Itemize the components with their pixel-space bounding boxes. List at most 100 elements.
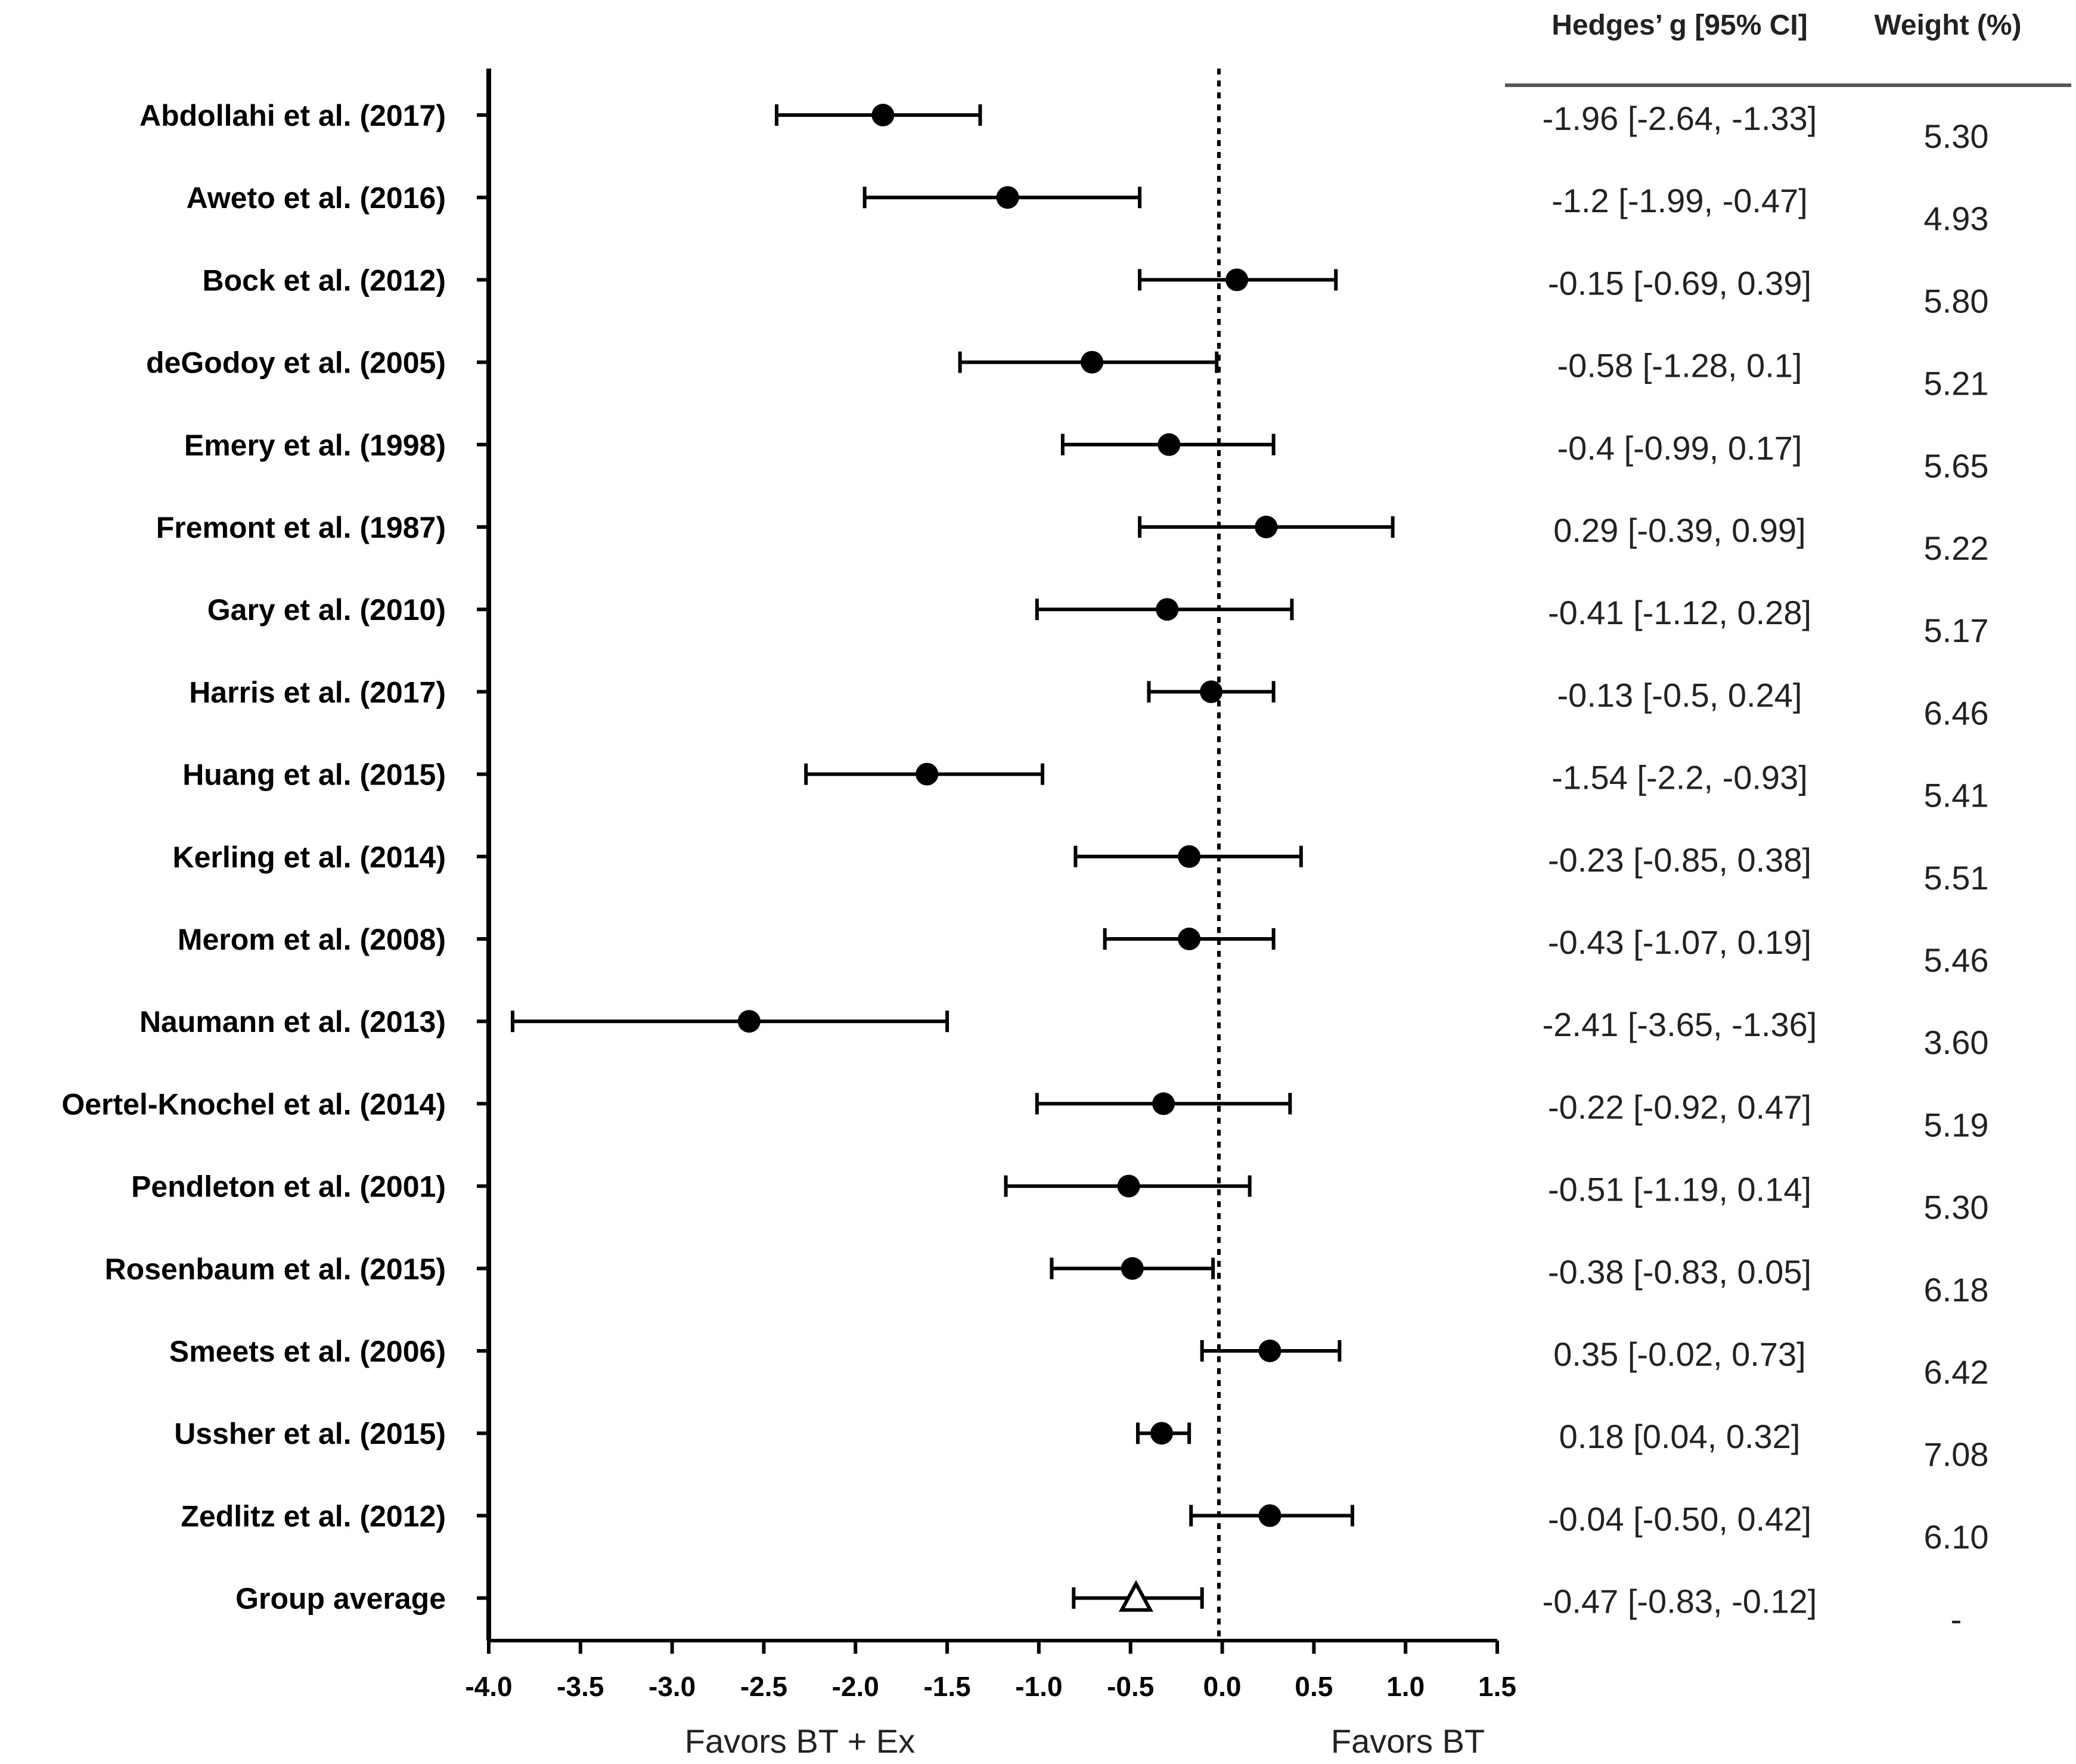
x-tick-label: -0.5 [1107, 1671, 1154, 1702]
stats-row: -1.54 [-2.2, -0.93] 5.41 [1551, 759, 1988, 814]
summary-marker [1118, 1580, 1154, 1612]
weight-text: 5.51 [1924, 859, 1989, 897]
study-row: Harris et al. (2017) [189, 675, 1276, 709]
stats-row: -0.4 [-0.99, 0.17] 5.65 [1557, 429, 1989, 485]
stats-row: -1.96 [-2.64, -1.33] 5.30 [1543, 100, 1989, 155]
weight-text: 3.60 [1924, 1024, 1989, 1061]
summary-row: Group average [235, 1580, 1204, 1616]
study-label: Aweto et al. (2016) [187, 181, 446, 215]
point-estimate [1258, 1340, 1281, 1362]
study-label: Emery et al. (1998) [184, 429, 446, 462]
point-estimate [996, 186, 1019, 209]
stats-row: 0.29 [-0.39, 0.99] 5.22 [1553, 511, 1988, 567]
weight-text: 5.17 [1924, 612, 1989, 649]
study-label: deGodoy et al. (2005) [146, 346, 446, 380]
stats-row: -0.04 [-0.50, 0.42] 6.10 [1548, 1500, 1989, 1555]
point-estimate [1158, 433, 1181, 456]
x-tick-label: -2.0 [832, 1671, 879, 1702]
x-axis: -4.0 -3.5 -3.0 -2.5 -2.0 -1.5 -1.0 -0.5 0.0 0.5 1.… [465, 1639, 1516, 1702]
effect-ci-text: -0.51 [-1.19, 0.14] [1548, 1171, 1811, 1208]
x-label-right: Favors BT [1331, 1722, 1485, 1760]
study-row: Bock et al. (2012) [202, 263, 1338, 297]
weight-text: 4.93 [1924, 200, 1989, 237]
x-tick-label: 1.0 [1386, 1671, 1425, 1702]
x-tick-label: 0.5 [1295, 1671, 1333, 1702]
study-label: Naumann et al. (2013) [139, 1005, 446, 1038]
effect-ci-text: -0.23 [-0.85, 0.38] [1548, 841, 1811, 879]
effect-ci-text: -0.15 [-0.69, 0.39] [1548, 264, 1811, 302]
weight-text: 6.42 [1924, 1353, 1989, 1391]
study-label: Ussher et al. (2015) [174, 1417, 446, 1450]
stats-row: -2.41 [-3.65, -1.36] 3.60 [1543, 1006, 1989, 1061]
effect-ci-text: 0.35 [-0.02, 0.73] [1553, 1335, 1805, 1373]
study-label: Pendleton et al. (2001) [131, 1170, 446, 1204]
x-tick-label: -2.5 [740, 1671, 787, 1702]
stats-row: -1.2 [-1.99, -0.47] 4.93 [1551, 182, 1988, 237]
effect-ci-text: -1.96 [-2.64, -1.33] [1543, 100, 1817, 137]
stats-row: -0.43 [-1.07, 0.19] 5.46 [1548, 923, 1989, 979]
study-label: Smeets et al. (2006) [169, 1335, 446, 1368]
effect-ci-text: -0.04 [-0.50, 0.42] [1548, 1500, 1811, 1537]
x-label-left: Favors BT + Ex [685, 1722, 915, 1760]
effect-column-header: Hedges’ g [95% CI] [1551, 10, 1807, 41]
point-estimate [871, 104, 895, 126]
study-label: Bock et al. (2012) [202, 263, 446, 297]
x-tick-label: -3.5 [557, 1671, 604, 1702]
study-row: Smeets et al. (2006) [169, 1335, 1342, 1368]
stats-row: -0.15 [-0.69, 0.39] 5.80 [1548, 264, 1989, 320]
weight-text: - [1951, 1601, 1962, 1638]
study-row: Huang et al. (2015) [182, 758, 1045, 792]
weight-column-header: Weight (%) [1874, 10, 2021, 41]
study-row: Naumann et al. (2013) [139, 1005, 949, 1038]
x-tick-label: -1.5 [923, 1671, 970, 1702]
study-row: Kerling et al. (2014) [173, 841, 1303, 874]
study-row: Abdollahi et al. (2017) [139, 99, 982, 132]
x-tick-label: -4.0 [465, 1671, 512, 1702]
weight-text: 5.46 [1924, 941, 1989, 979]
effect-ci-text: -2.41 [-3.65, -1.36] [1543, 1006, 1817, 1043]
study-row: Aweto et al. (2016) [187, 181, 1142, 215]
effect-ci-text: 0.18 [0.04, 0.32] [1559, 1418, 1801, 1455]
study-label: Rosenbaum et al. (2015) [105, 1253, 446, 1286]
stats-row: -0.22 [-0.92, 0.47] 5.19 [1548, 1088, 1989, 1143]
point-estimate [916, 762, 939, 786]
stats-row: -0.58 [-1.28, 0.1] 5.21 [1557, 347, 1989, 402]
effect-ci-text: -0.22 [-0.92, 0.47] [1548, 1088, 1811, 1126]
weight-text: 5.22 [1924, 529, 1989, 567]
stats-row: 0.35 [-0.02, 0.73] 6.42 [1553, 1335, 1988, 1391]
study-row: Fremont et al. (1987) [156, 511, 1395, 544]
point-estimate [1178, 928, 1201, 950]
study-label: Huang et al. (2015) [182, 758, 446, 792]
effect-ci-text: -1.54 [-2.2, -0.93] [1551, 759, 1808, 796]
stats-row: 0.18 [0.04, 0.32] 7.08 [1559, 1418, 1989, 1473]
study-rows: Abdollahi et al. (2017) Aweto et al. (201… [61, 99, 1395, 1616]
point-estimate [1081, 351, 1104, 374]
effect-ci-text: -0.38 [-0.83, 0.05] [1548, 1253, 1811, 1291]
stats-columns: -1.96 [-2.64, -1.33] 5.30 -1.2 [-1.99, -0.… [1543, 100, 1989, 1638]
point-estimate [1152, 1092, 1175, 1115]
stats-row: -0.13 [-0.5, 0.24] 6.46 [1557, 676, 1989, 731]
point-estimate [1225, 268, 1249, 292]
point-estimate [1156, 598, 1179, 621]
study-label: Fremont et al. (1987) [156, 511, 446, 544]
point-estimate [1150, 1422, 1174, 1445]
stats-row: -0.38 [-0.83, 0.05] 6.18 [1548, 1253, 1989, 1309]
weight-text: 5.80 [1924, 282, 1989, 320]
study-label: Kerling et al. (2014) [173, 841, 446, 874]
effect-ci-text: 0.29 [-0.39, 0.99] [1553, 511, 1805, 549]
study-label: Group average [235, 1582, 446, 1616]
study-label: Gary et al. (2010) [207, 593, 446, 627]
study-row: Rosenbaum et al. (2015) [105, 1253, 1215, 1286]
x-tick-label: 0.0 [1203, 1671, 1242, 1702]
study-row: Ussher et al. (2015) [174, 1417, 1191, 1450]
study-row: Emery et al. (1998) [184, 429, 1276, 462]
study-row: Zedlitz et al. (2012) [181, 1499, 1354, 1533]
x-tick-label: 1.5 [1478, 1671, 1516, 1702]
study-row: Pendleton et al. (2001) [131, 1170, 1252, 1204]
weight-text: 7.08 [1924, 1436, 1989, 1473]
study-row: Gary et al. (2010) [207, 593, 1294, 627]
point-estimate [1117, 1174, 1140, 1198]
point-estimate [1255, 516, 1278, 538]
x-tick-label: -3.0 [648, 1671, 696, 1702]
